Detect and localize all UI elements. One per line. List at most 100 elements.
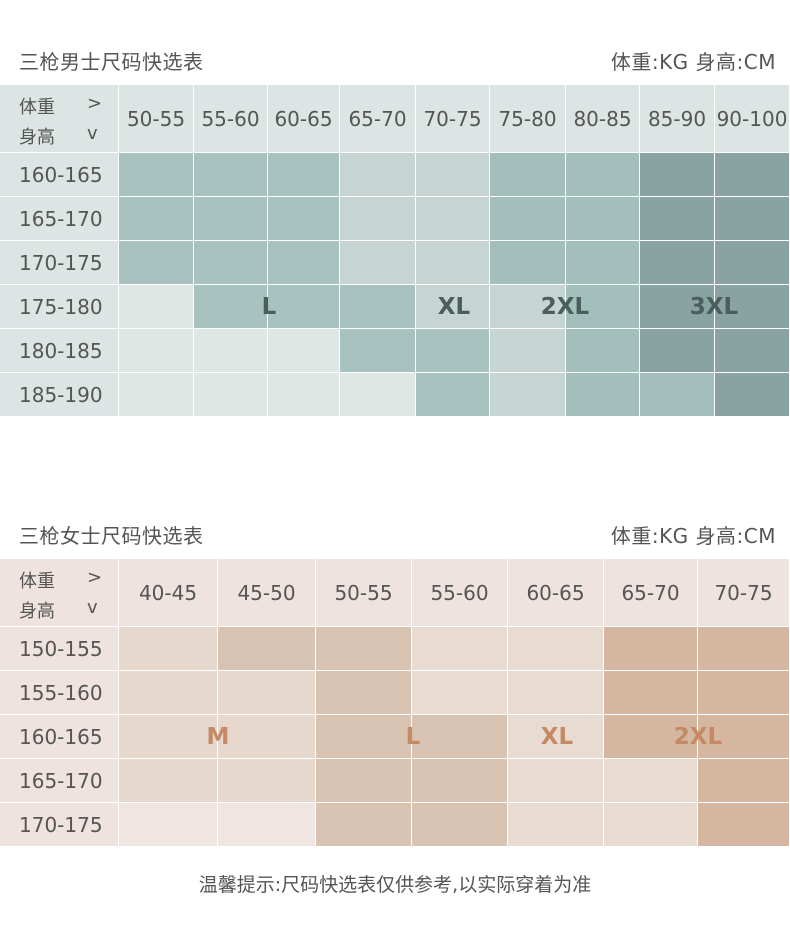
women-size-cell — [316, 803, 412, 847]
men-size-cell — [416, 197, 490, 241]
men-weight-header-text: 75-80 — [498, 106, 557, 131]
men-size-cell — [490, 373, 566, 417]
women-weight-header: 50-55 — [316, 559, 412, 627]
men-height-label-cell — [0, 285, 119, 329]
women-size-label-2xl: 2XL — [673, 724, 723, 750]
men-height-label-cell — [0, 153, 119, 197]
women-weight-header: 60-65 — [508, 559, 604, 627]
women-size-label-m: M — [206, 724, 230, 750]
men-weight-header: 65-70 — [340, 85, 416, 153]
women-height-label: 155-160 — [19, 681, 103, 705]
women-size-cell — [218, 803, 316, 847]
men-size-cell — [640, 241, 715, 285]
men-height-label-cell — [0, 197, 119, 241]
men-height-label: 165-170 — [19, 207, 103, 231]
women-size-label-xl: XL — [540, 724, 574, 750]
women-size-cell — [698, 759, 790, 803]
footer-note: 温馨提示:尺码快选表仅供参考,以实际穿着为准 — [198, 874, 592, 896]
men-size-cell — [566, 373, 640, 417]
women-height-label: 150-155 — [19, 637, 103, 661]
men-table-title: 三枪男士尺码快选表 — [19, 50, 204, 74]
women-height-label-cell — [0, 803, 119, 847]
men-size-cell — [566, 197, 640, 241]
men-size-cell — [268, 241, 340, 285]
women-table-title: 三枪女士尺码快选表 — [19, 524, 204, 548]
men-size-cell — [715, 153, 790, 197]
men-size-cell — [268, 285, 340, 329]
men-height-label: 185-190 — [19, 383, 103, 407]
men-size-cell — [715, 329, 790, 373]
men-corner-weight-arrow: > — [87, 93, 103, 114]
women-corner-weight-arrow: > — [87, 567, 103, 588]
men-weight-header: 85-90 — [640, 85, 715, 153]
men-size-label-2xl: 2XL — [540, 294, 590, 320]
men-size-cell — [566, 329, 640, 373]
men-size-cell — [194, 197, 268, 241]
women-header-row — [0, 559, 790, 627]
women-size-cell — [412, 715, 508, 759]
men-unit-note: 体重:KG 身高:CM — [610, 50, 776, 74]
men-height-label: 160-165 — [19, 163, 103, 187]
men-size-cell — [340, 373, 416, 417]
women-size-cell — [119, 627, 218, 671]
men-height-label: 170-175 — [19, 251, 103, 275]
men-size-cell — [340, 329, 416, 373]
men-size-cell — [566, 241, 640, 285]
men-size-cell — [268, 329, 340, 373]
men-weight-header: 60-65 — [268, 85, 340, 153]
women-size-cell — [218, 671, 316, 715]
women-size-cell — [218, 715, 316, 759]
men-size-cell — [490, 197, 566, 241]
women-size-cell — [604, 759, 698, 803]
men-weight-header: 75-80 — [490, 85, 566, 153]
men-size-cell — [640, 373, 715, 417]
women-unit-note: 体重:KG 身高:CM — [610, 524, 776, 548]
women-size-cell — [218, 759, 316, 803]
men-size-cell — [416, 373, 490, 417]
women-size-table: 体重 > 身高 v 40-45 45-50 50-55 55-60 60-65 65-70 70-7… — [0, 559, 790, 854]
men-size-cell — [416, 153, 490, 197]
men-size-cell — [566, 285, 640, 329]
men-size-cell — [194, 373, 268, 417]
women-corner-weight-label: 体重 — [19, 571, 55, 592]
women-size-cell — [508, 759, 604, 803]
men-size-cell — [340, 285, 416, 329]
men-height-label: 180-185 — [19, 339, 103, 363]
men-weight-header-text: 70-75 — [423, 106, 482, 131]
men-weight-header: 80-85 — [566, 85, 640, 153]
women-size-cell — [508, 803, 604, 847]
men-size-cell — [490, 153, 566, 197]
women-size-cell — [604, 627, 698, 671]
men-size-cell — [715, 241, 790, 285]
men-size-cell — [490, 329, 566, 373]
women-size-cell — [508, 671, 604, 715]
women-height-label-cell — [0, 715, 119, 759]
women-weight-header: 55-60 — [412, 559, 508, 627]
women-height-label: 170-175 — [19, 813, 103, 837]
women-corner-height-arrow: v — [87, 597, 98, 618]
men-size-cell — [490, 241, 566, 285]
women-weight-header-text: 60-65 — [526, 580, 585, 605]
men-weight-header-text: 60-65 — [274, 106, 333, 131]
men-size-cell — [566, 153, 640, 197]
men-header-row — [0, 85, 790, 153]
women-weight-header: 65-70 — [604, 559, 698, 627]
women-corner-divider — [0, 559, 119, 627]
men-size-cell — [194, 153, 268, 197]
men-size-cell — [119, 329, 194, 373]
men-size-cell — [340, 241, 416, 285]
women-height-label-cell — [0, 671, 119, 715]
women-height-label-cell — [0, 759, 119, 803]
men-size-label-l: L — [261, 294, 277, 320]
women-size-cell — [508, 627, 604, 671]
women-weight-header-text: 40-45 — [138, 580, 198, 605]
men-size-cell — [268, 153, 340, 197]
women-weight-header-text: 45-50 — [237, 580, 296, 605]
men-size-cell — [194, 285, 268, 329]
men-size-cell — [490, 285, 566, 329]
women-size-cell — [698, 671, 790, 715]
men-size-cell — [715, 197, 790, 241]
men-height-label: 175-180 — [19, 295, 103, 319]
women-height-label-cell — [0, 627, 119, 671]
women-weight-header-text: 70-75 — [714, 580, 773, 605]
